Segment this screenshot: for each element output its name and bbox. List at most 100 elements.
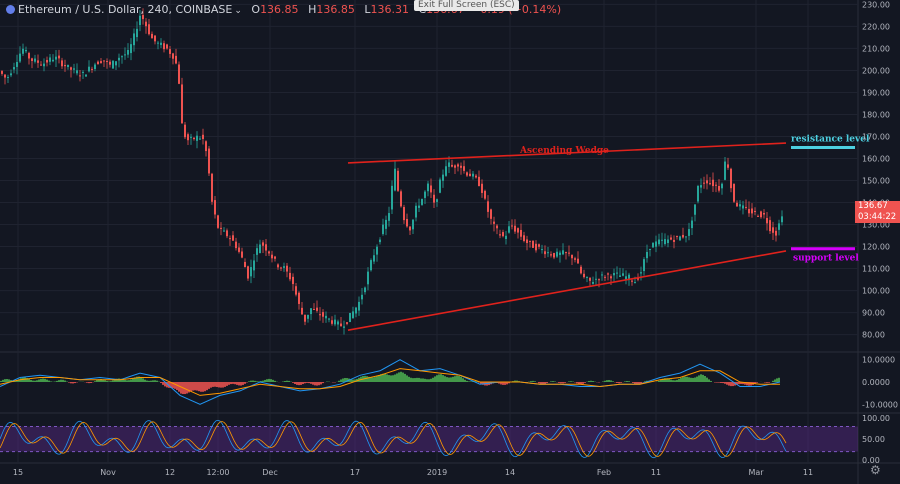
candle-body bbox=[760, 211, 762, 218]
macd-histogram-bar bbox=[736, 382, 738, 385]
candle-body bbox=[487, 201, 489, 212]
macd-histogram-bar bbox=[626, 381, 628, 382]
macd-histogram-bar bbox=[292, 382, 294, 383]
macd-histogram-bar bbox=[718, 382, 720, 383]
x-tick-label: Feb bbox=[597, 468, 611, 477]
macd-histogram-bar bbox=[766, 382, 768, 383]
exit-fullscreen-button[interactable]: Exit Full Screen (ESC) bbox=[414, 0, 519, 11]
macd-histogram-bar bbox=[580, 382, 582, 385]
y-tick-label: 200.00 bbox=[862, 66, 890, 75]
candle-body bbox=[640, 272, 642, 274]
candle-body bbox=[439, 179, 441, 193]
macd-histogram-bar bbox=[140, 376, 142, 382]
candle-body bbox=[619, 275, 621, 277]
macd-histogram-bar bbox=[738, 382, 740, 385]
candle-body bbox=[757, 215, 759, 217]
candle-body bbox=[778, 223, 780, 230]
macd-histogram-bar bbox=[748, 382, 750, 386]
macd-histogram-bar bbox=[50, 381, 52, 382]
candle-body bbox=[154, 35, 156, 42]
macd-histogram-bar bbox=[730, 382, 732, 387]
macd-histogram-bar bbox=[688, 377, 690, 382]
candle-body bbox=[745, 206, 747, 208]
macd-histogram-bar bbox=[634, 382, 636, 384]
candle-body bbox=[382, 224, 384, 235]
macd-histogram-bar bbox=[772, 380, 774, 382]
macd-histogram-bar bbox=[314, 382, 316, 386]
macd-histogram-bar bbox=[590, 380, 592, 382]
macd-histogram-bar bbox=[582, 382, 584, 384]
macd-histogram-bar bbox=[232, 382, 234, 384]
candle-body bbox=[724, 161, 726, 180]
candle-body bbox=[736, 202, 738, 207]
macd-histogram-bar bbox=[756, 382, 758, 383]
macd-histogram-bar bbox=[660, 379, 662, 382]
macd-histogram-bar bbox=[120, 378, 122, 382]
macd-histogram-bar bbox=[408, 376, 410, 382]
candle-body bbox=[598, 279, 600, 281]
candle-body bbox=[190, 136, 192, 138]
macd-histogram-bar bbox=[104, 380, 106, 382]
macd-histogram-bar bbox=[380, 374, 382, 382]
macd-histogram-bar bbox=[62, 379, 64, 382]
candle-body bbox=[346, 322, 348, 324]
candle-body bbox=[535, 243, 537, 251]
candle-body bbox=[499, 234, 501, 236]
macd-histogram-bar bbox=[604, 380, 606, 382]
candle-body bbox=[28, 52, 30, 59]
candle-body bbox=[424, 191, 426, 198]
y-tick-label: 220.00 bbox=[862, 22, 890, 31]
candle-body bbox=[385, 219, 387, 229]
candle-body bbox=[637, 278, 639, 280]
macd-histogram-bar bbox=[676, 379, 678, 382]
candle-body bbox=[211, 173, 213, 202]
macd-histogram-bar bbox=[560, 382, 562, 384]
candle-body bbox=[274, 256, 276, 259]
candle-body bbox=[106, 60, 108, 62]
symbol-label[interactable]: Ethereum / U.S. Dollar, 240, COINBASE bbox=[18, 3, 233, 16]
chevron-down-icon[interactable]: ⌄ bbox=[234, 6, 242, 16]
macd-histogram-bar bbox=[184, 382, 186, 395]
macd-histogram-bar bbox=[410, 377, 412, 382]
candle-body bbox=[541, 249, 543, 251]
candle-body bbox=[82, 71, 84, 73]
candle-body bbox=[580, 266, 582, 274]
candle-body bbox=[604, 276, 606, 278]
candle-body bbox=[568, 252, 570, 254]
candle-body bbox=[301, 307, 303, 315]
candle-body bbox=[61, 60, 63, 67]
candle-body bbox=[511, 225, 513, 227]
macd-histogram-bar bbox=[340, 379, 342, 382]
candle-body bbox=[118, 57, 120, 61]
low-value: 136.31 bbox=[370, 3, 409, 16]
macd-histogram-bar bbox=[342, 378, 344, 382]
macd-histogram-bar bbox=[86, 382, 88, 383]
macd-histogram-bar bbox=[306, 382, 308, 383]
macd-histogram-bar bbox=[36, 380, 38, 382]
candle-body bbox=[238, 247, 240, 252]
gear-icon[interactable]: ⚙ bbox=[870, 463, 881, 477]
macd-histogram-bar bbox=[338, 380, 340, 382]
candle-body bbox=[268, 251, 270, 254]
macd-histogram-bar bbox=[284, 381, 286, 382]
macd-histogram-bar bbox=[132, 378, 134, 382]
candle-body bbox=[142, 15, 144, 20]
macd-histogram-bar bbox=[678, 379, 680, 382]
macd-histogram-bar bbox=[112, 380, 114, 382]
macd-histogram-bar bbox=[584, 382, 586, 383]
candle-body bbox=[166, 44, 168, 49]
candle-body bbox=[364, 287, 366, 293]
x-tick-label: Nov bbox=[100, 468, 116, 477]
candle-body bbox=[400, 191, 402, 207]
macd-tick-label: -10.0000 bbox=[862, 400, 898, 409]
candle-body bbox=[547, 252, 549, 254]
candle-body bbox=[646, 251, 648, 259]
x-tick-label: 11 bbox=[651, 468, 661, 477]
high-label: H bbox=[308, 3, 317, 16]
x-tick-label: 15 bbox=[13, 468, 23, 477]
annotation-support-level: support level bbox=[793, 254, 859, 264]
candle-body bbox=[478, 176, 480, 187]
macd-histogram-bar bbox=[32, 380, 34, 382]
candle-body bbox=[556, 251, 558, 257]
macd-histogram-bar bbox=[462, 378, 464, 382]
